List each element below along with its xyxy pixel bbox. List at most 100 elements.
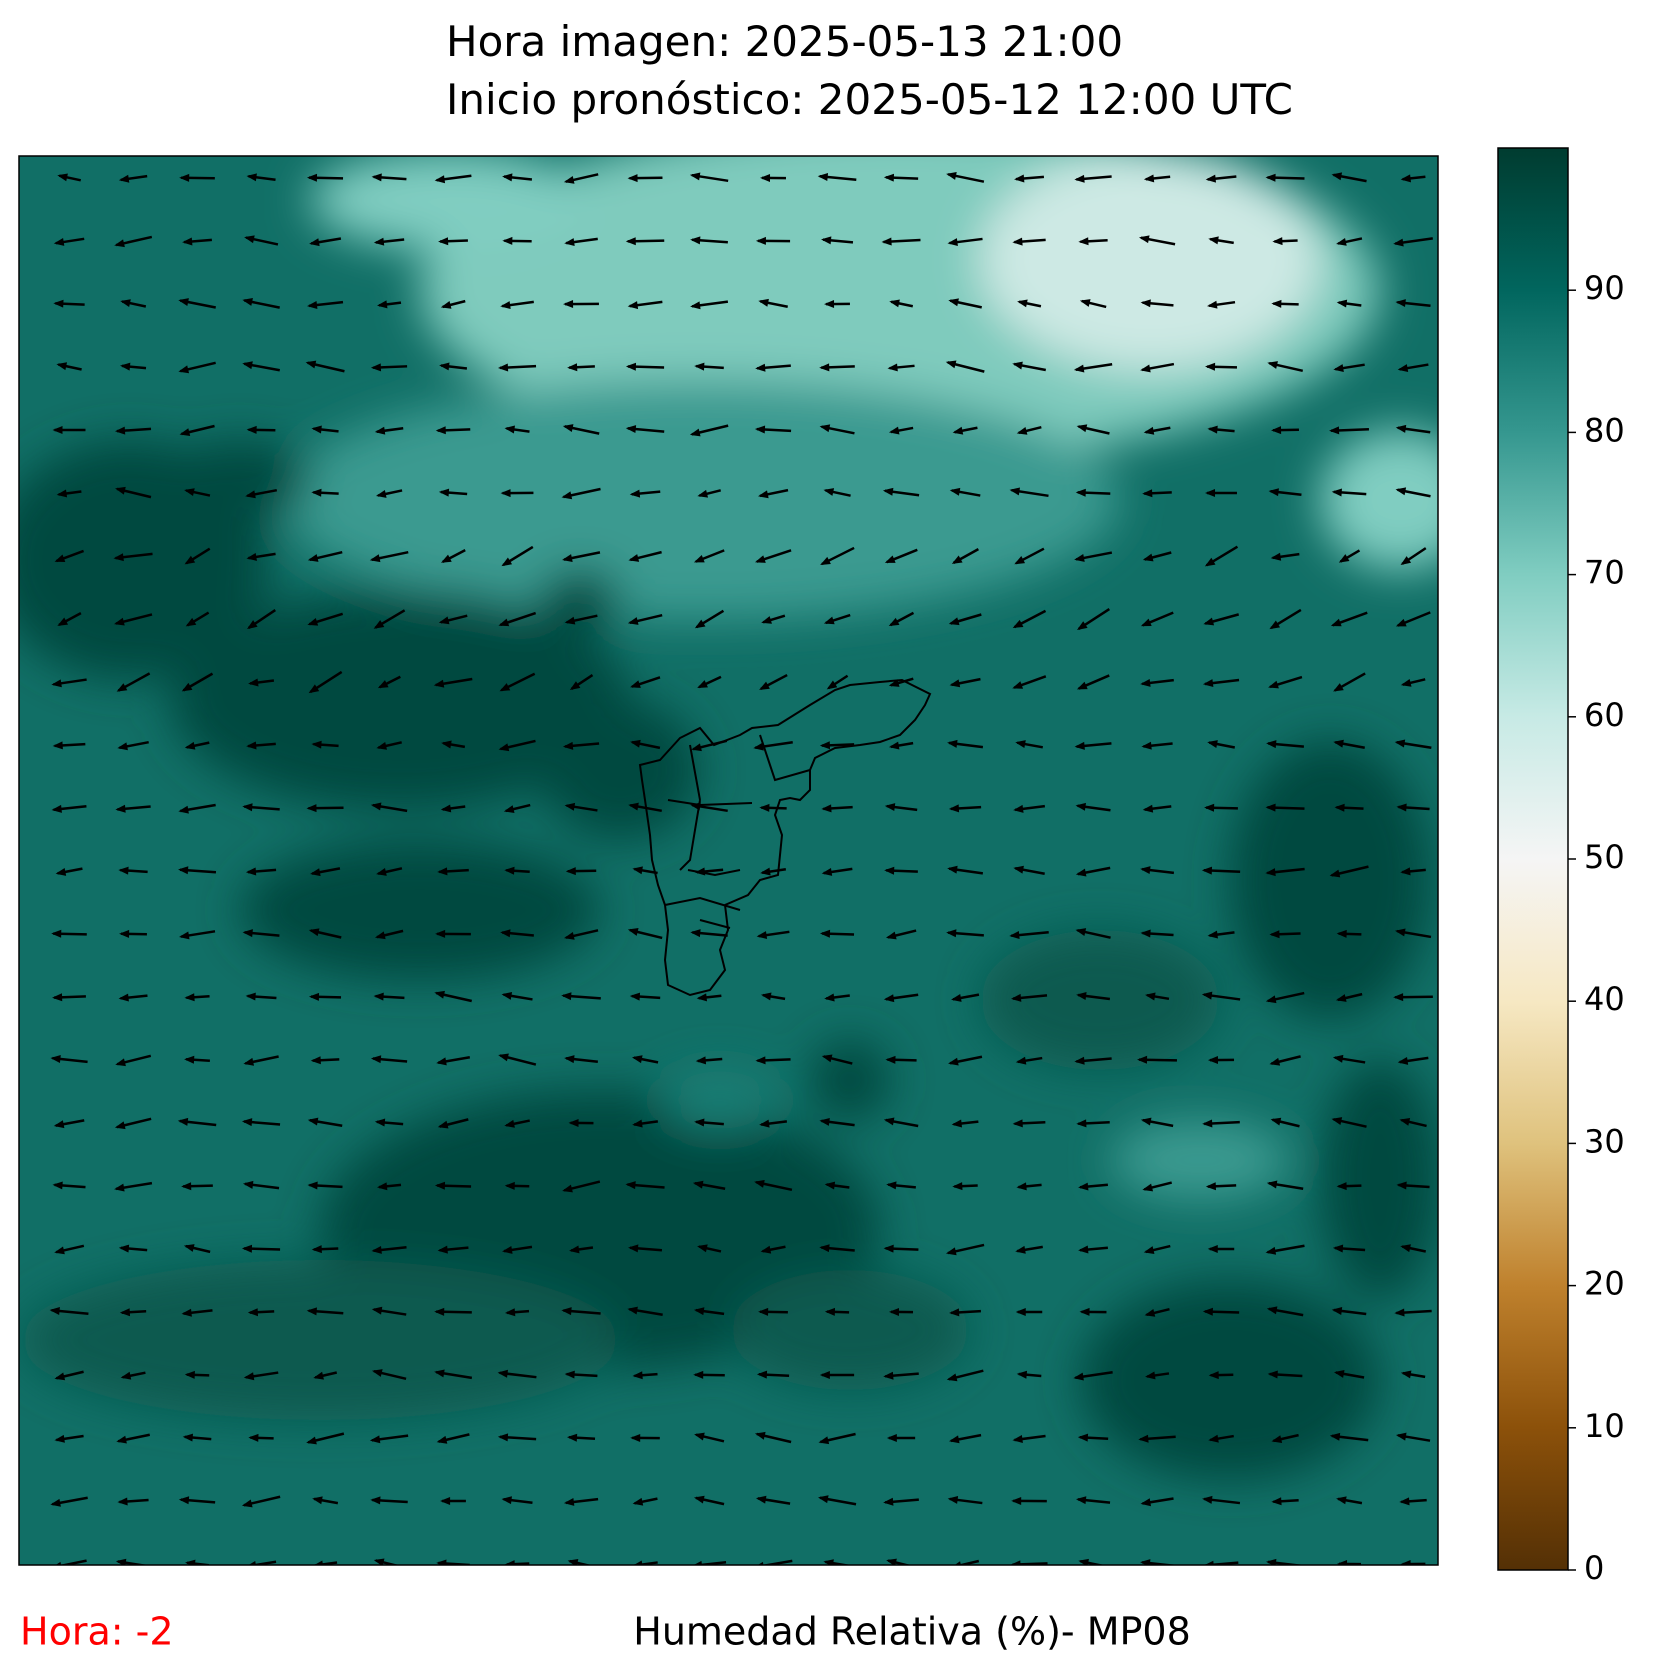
wind-arrow-head xyxy=(886,1433,897,1442)
wind-arrow-head xyxy=(1205,1182,1216,1191)
wind-arrow xyxy=(58,1559,87,1565)
wind-arrow-head xyxy=(247,620,258,630)
wind-arrow-head xyxy=(53,238,65,246)
wind-arrow-head xyxy=(377,680,389,689)
wind-arrow-head xyxy=(120,1371,132,1380)
wind-arrow-head xyxy=(695,1056,707,1065)
wind-arrow-head xyxy=(115,1058,126,1067)
wind-arrow-head xyxy=(1462,1559,1472,1567)
wind-arrow-head xyxy=(434,1181,446,1190)
wind-arrow-head xyxy=(883,1244,894,1253)
wind-arrow-head xyxy=(373,1558,385,1565)
wind-arrow-head xyxy=(821,1054,833,1063)
wind-arrow-head xyxy=(1014,556,1026,565)
wind-arrow-head xyxy=(1333,683,1344,692)
wind-arrow-head xyxy=(1394,1308,1405,1317)
wind-arrow-head xyxy=(245,992,256,1001)
wind-arrow-head xyxy=(1336,1182,1347,1191)
wind-arrow-head xyxy=(1337,1559,1348,1565)
wind-arrow-head xyxy=(1459,487,1470,495)
wind-arrow-head xyxy=(1330,618,1342,627)
wind-arrow-head xyxy=(247,1308,259,1317)
wind-arrow-head xyxy=(1075,802,1086,811)
wind-arrow-head xyxy=(1395,299,1406,308)
wind-arrow-head xyxy=(564,616,576,625)
wind-arrow-head xyxy=(1140,364,1151,373)
wind-arrow-head xyxy=(1015,1245,1026,1254)
wind-arrow-head xyxy=(689,428,701,437)
wind-arrow-head xyxy=(311,1245,322,1254)
wind-arrow-head xyxy=(1145,992,1156,1001)
wind-arrow-head xyxy=(627,617,639,625)
wind-arrow-head xyxy=(1015,1056,1027,1065)
wind-arrow-head xyxy=(113,553,124,562)
wind-arrow-head xyxy=(947,865,958,874)
wind-arrow-head xyxy=(115,1558,127,1565)
wind-arrow-head xyxy=(1076,1119,1087,1128)
wind-arrow-head xyxy=(627,928,639,936)
wind-arrow-head xyxy=(177,1117,189,1126)
wind-arrow-head xyxy=(498,743,510,752)
wind-arrow-head xyxy=(1271,299,1282,308)
wind-arrow-head xyxy=(885,1055,896,1064)
wind-arrow-head xyxy=(1208,236,1219,245)
wind-arrow-head xyxy=(1141,741,1152,750)
wind-arrow-head xyxy=(245,867,257,876)
wind-arrow-head xyxy=(1079,299,1091,307)
wind-arrow-head xyxy=(1266,1306,1278,1315)
wind-arrow-head xyxy=(241,1499,253,1508)
wind-arrow-head xyxy=(564,1055,575,1064)
wind-arrow-head xyxy=(1461,681,1472,688)
wind-arrow-head xyxy=(564,802,576,811)
wind-arrow-head xyxy=(373,992,384,1001)
wind-arrow-head xyxy=(952,1182,963,1191)
wind-arrow-head xyxy=(1395,487,1407,496)
wind-arrow-head xyxy=(563,1497,575,1506)
wind-arrow-head xyxy=(948,617,960,626)
wind-arrow-head xyxy=(1204,803,1215,812)
wind-arrow-head xyxy=(954,1561,961,1565)
wind-arrow-head xyxy=(631,1055,643,1064)
wind-arrow-head xyxy=(819,363,830,372)
wind-arrow-head xyxy=(374,931,386,940)
wind-arrow-head xyxy=(436,1559,447,1565)
wind-arrow-head xyxy=(440,1496,451,1505)
wind-arrow-head xyxy=(116,683,128,692)
wind-arrow-head xyxy=(184,993,195,1002)
wind-arrow xyxy=(1460,615,1495,622)
map xyxy=(19,156,1495,1567)
wind-arrow-head xyxy=(564,932,575,940)
wind-arrow-head xyxy=(54,1372,66,1381)
wind-arrow-head xyxy=(50,1055,61,1063)
wind-arrow-head xyxy=(241,1118,253,1127)
wind-arrow-head xyxy=(625,237,636,246)
wind-arrow-head xyxy=(819,1370,830,1379)
wind-arrow-head xyxy=(312,1496,323,1505)
wind-arrow-head xyxy=(1331,1117,1343,1125)
wind-arrow-head xyxy=(306,1436,317,1445)
wind-arrow-head xyxy=(1140,678,1151,687)
wind-arrow-head xyxy=(566,1433,578,1442)
wind-arrow-head xyxy=(1329,426,1340,435)
wind-arrow-head xyxy=(824,993,835,1002)
wind-arrow-head xyxy=(245,490,256,499)
wind-arrow-head xyxy=(1009,487,1021,496)
wind-arrow-head xyxy=(946,1373,958,1382)
wind-arrow-head xyxy=(307,618,319,626)
title-line: Inicio pronóstico: 2025-05-12 12:00 UTC xyxy=(446,75,1293,124)
wind-arrow-head xyxy=(693,1560,702,1565)
wind-arrow-head xyxy=(945,360,957,369)
wind-arrow-head xyxy=(821,868,833,876)
wind-arrow-head xyxy=(504,425,515,434)
hour-label: Hora: -2 xyxy=(20,1610,174,1654)
wind-arrow-head xyxy=(562,741,574,750)
wind-arrow-head xyxy=(563,300,574,309)
wind-arrow-head xyxy=(945,1247,957,1256)
wind-arrow-head xyxy=(1075,488,1086,497)
wind-arrow-head xyxy=(1207,930,1218,939)
wind-arrow-head xyxy=(370,1496,381,1505)
wind-arrow-head xyxy=(754,1179,765,1188)
wind-arrow-head xyxy=(1336,237,1347,246)
wind-arrow-head xyxy=(1017,299,1028,308)
wind-arrow-head xyxy=(1015,1308,1026,1317)
